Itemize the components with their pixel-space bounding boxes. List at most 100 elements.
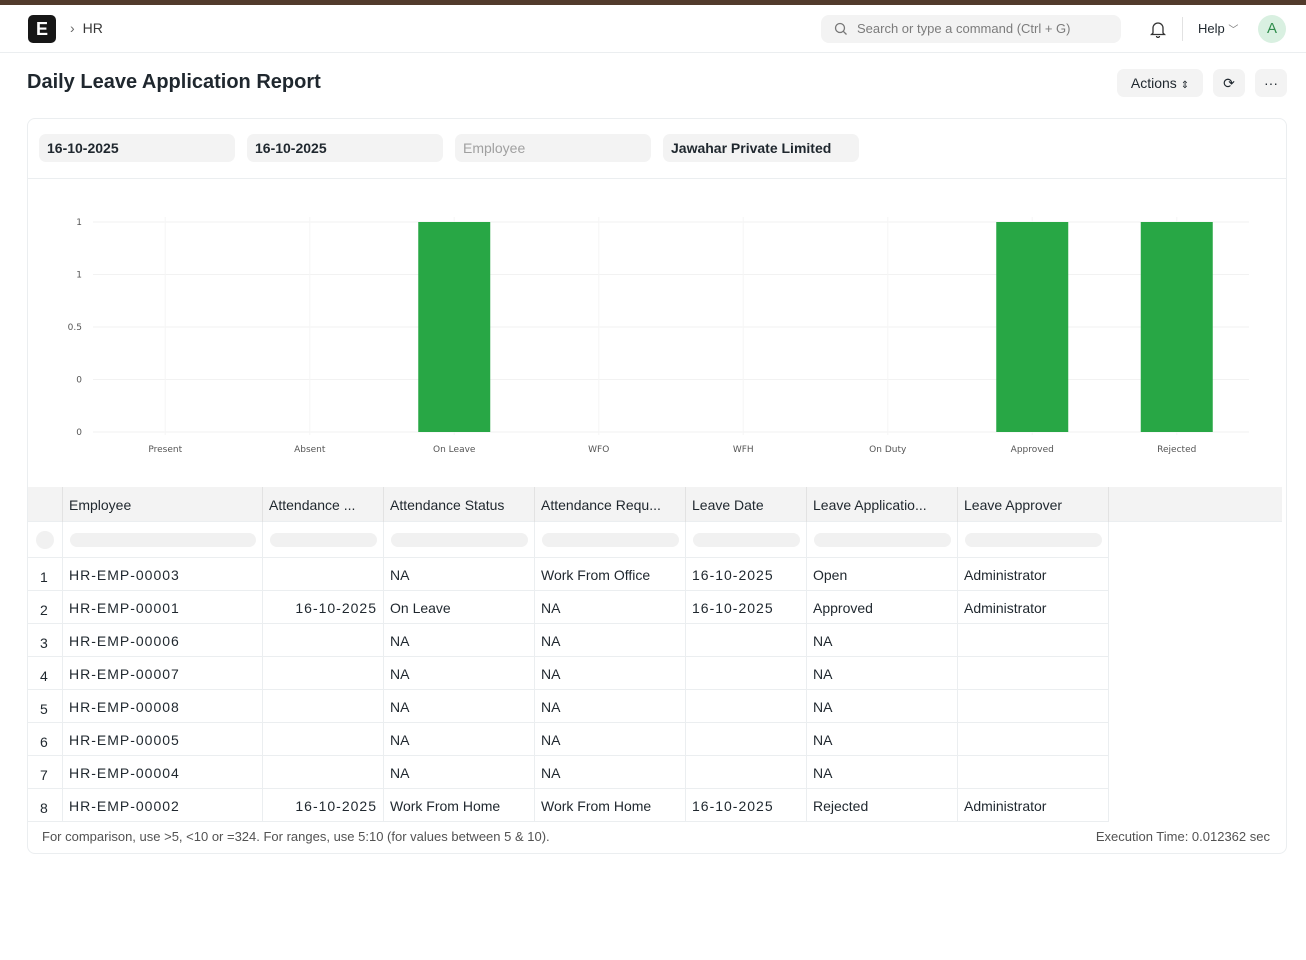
table-cell: NA [807, 690, 958, 723]
column-header[interactable]: Leave Approver [958, 487, 1109, 522]
x-tick-label: On Leave [433, 445, 476, 455]
table-cell: HR-EMP-00004 [63, 756, 263, 789]
sort-icon: ⇕ [1180, 80, 1190, 91]
actions-button[interactable]: Actions ⇕ [1117, 69, 1203, 97]
top-accent-bar [0, 0, 1306, 5]
table-cell [958, 657, 1109, 690]
column-header[interactable]: Attendance ... [263, 487, 384, 522]
column-header[interactable]: Attendance Status [384, 487, 535, 522]
help-menu[interactable]: Help ﹀ [1198, 21, 1239, 36]
column-filter-input[interactable] [70, 533, 256, 547]
from-date-field[interactable]: 16-10-2025 [39, 134, 235, 162]
column-header[interactable]: Attendance Requ... [535, 487, 686, 522]
table-cell [263, 756, 384, 789]
table-cell [263, 624, 384, 657]
bar-on-leave[interactable] [418, 222, 491, 432]
filter-cell [263, 522, 384, 558]
table-cell [263, 723, 384, 756]
search-input[interactable]: Search or type a command (Ctrl + G) [821, 15, 1121, 43]
filter-hint: For comparison, use >5, <10 or =324. For… [42, 829, 550, 844]
column-header[interactable]: Employee [63, 487, 263, 522]
filter-cell [807, 522, 958, 558]
app-logo[interactable]: E [28, 15, 56, 43]
table-cell: NA [535, 723, 686, 756]
table-cell: Work From Home [384, 789, 535, 822]
row-index: 2 [28, 591, 63, 624]
table-cell: Work From Office [535, 558, 686, 591]
table-cell [686, 624, 807, 657]
row-index: 5 [28, 690, 63, 723]
table-cell: Administrator [958, 558, 1109, 591]
select-all-checkbox[interactable] [36, 531, 54, 549]
table-cell: HR-EMP-00002 [63, 789, 263, 822]
avatar[interactable]: A [1258, 15, 1286, 43]
employee-field[interactable]: Employee [455, 134, 651, 162]
chevron-down-icon: ﹀ [1228, 25, 1239, 36]
table-cell [686, 756, 807, 789]
filter-cell [384, 522, 535, 558]
bell-icon[interactable] [1150, 20, 1166, 38]
row-index: 4 [28, 657, 63, 690]
table-cell: HR-EMP-00005 [63, 723, 263, 756]
y-tick-label: 1 [76, 271, 82, 281]
breadcrumb-hr[interactable]: HR [82, 20, 103, 36]
column-filter-input[interactable] [693, 533, 800, 547]
y-tick-label: 0.5 [68, 323, 82, 333]
x-tick-label: WFO [588, 445, 609, 455]
bar-rejected[interactable] [1140, 222, 1213, 432]
navbar: E › HR Search or type a command (Ctrl + G… [0, 5, 1306, 53]
table-cell: Open [807, 558, 958, 591]
index-header [28, 487, 63, 522]
table-cell: NA [535, 624, 686, 657]
x-tick-label: Approved [1011, 445, 1054, 455]
to-date-field[interactable]: 16-10-2025 [247, 134, 443, 162]
table-cell [958, 624, 1109, 657]
table-cell: NA [384, 558, 535, 591]
bar-approved[interactable] [996, 222, 1069, 432]
column-filter-input[interactable] [965, 533, 1102, 547]
row-index: 8 [28, 789, 63, 822]
table-cell [686, 657, 807, 690]
x-tick-label: Rejected [1157, 445, 1196, 455]
table-cell: NA [807, 756, 958, 789]
company-field[interactable]: Jawahar Private Limited [663, 134, 859, 162]
table-header: Employee Attendance ... Attendance Status A… [28, 487, 1282, 522]
table-cell: NA [384, 723, 535, 756]
table-cell: Approved [807, 591, 958, 624]
column-filter-input[interactable] [391, 533, 528, 547]
column-filter-input[interactable] [814, 533, 951, 547]
column-header[interactable]: Leave Applicatio... [807, 487, 958, 522]
y-tick-label: 1 [76, 218, 82, 228]
more-button[interactable]: ··· [1255, 69, 1287, 97]
row-index: 6 [28, 723, 63, 756]
breadcrumb: › HR [70, 20, 103, 36]
table-cell: NA [807, 723, 958, 756]
column-filter-input[interactable] [542, 533, 679, 547]
bar-chart: 1 1 0.5 0 0 Present Absent On Leave WFO WFH On Dut… [68, 217, 1249, 455]
table-cell [263, 690, 384, 723]
filter-cell [535, 522, 686, 558]
table-cell: Work From Home [535, 789, 686, 822]
table-cell: HR-EMP-00003 [63, 558, 263, 591]
column-header[interactable]: Leave Date [686, 487, 807, 522]
x-tick-label: Absent [294, 445, 326, 455]
execution-time: Execution Time: 0.012362 sec [1095, 829, 1270, 844]
y-tick-label: 0 [76, 376, 82, 386]
search-icon [834, 22, 847, 35]
table-cell: HR-EMP-00008 [63, 690, 263, 723]
table-cell: HR-EMP-00007 [63, 657, 263, 690]
table-cell: NA [384, 756, 535, 789]
table-cell: Administrator [958, 591, 1109, 624]
table-cell: Rejected [807, 789, 958, 822]
chevron-right-icon: › [70, 20, 75, 36]
refresh-button[interactable]: ⟳ [1213, 69, 1245, 97]
column-filter-input[interactable] [270, 533, 377, 547]
filter-bar: 16-10-2025 16-10-2025 Employee Jawahar P… [28, 119, 1286, 179]
table-cell: 16-10-2025 [686, 558, 807, 591]
table-cell: On Leave [384, 591, 535, 624]
table-cell: NA [535, 657, 686, 690]
table-cell: 16-10-2025 [263, 789, 384, 822]
table-cell: HR-EMP-00001 [63, 591, 263, 624]
table-cell: 16-10-2025 [686, 789, 807, 822]
page-title: Daily Leave Application Report [27, 71, 321, 93]
